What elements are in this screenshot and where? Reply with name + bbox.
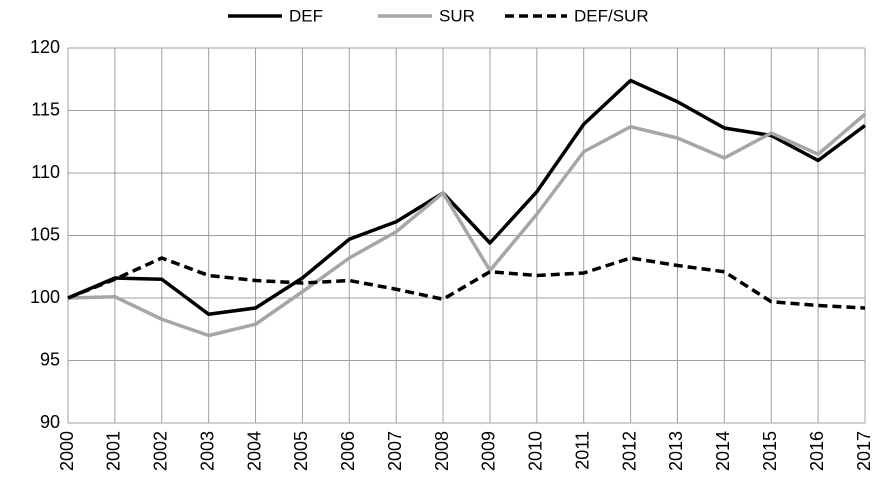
x-tick-label: 2003 [197, 431, 217, 471]
legend-label: SUR [439, 6, 475, 25]
x-tick-label: 2000 [57, 431, 77, 471]
x-tick-label: 2001 [104, 431, 124, 471]
y-tick-label: 115 [31, 99, 60, 119]
x-tick-label: 2016 [807, 431, 827, 471]
x-tick-label: 2013 [666, 431, 686, 471]
x-tick-label: 2006 [338, 431, 358, 471]
y-tick-label: 90 [40, 412, 60, 432]
y-tick-label: 95 [40, 349, 60, 369]
x-tick-label: 2009 [479, 431, 499, 471]
series-line [67, 78, 867, 316]
y-tick-label: 110 [31, 162, 60, 182]
series-line [67, 256, 866, 310]
legend-label: DEF [289, 6, 323, 25]
series-line [67, 112, 867, 338]
x-tick-label: 2010 [526, 431, 546, 471]
y-tick-label: 120 [30, 37, 60, 57]
x-tick-label: 2002 [151, 431, 171, 471]
x-tick-label: 2012 [619, 431, 639, 471]
y-tick-label: 100 [30, 287, 60, 307]
x-tick-label: 2011 [572, 431, 592, 470]
y-tick-label: 105 [30, 224, 60, 244]
x-tick-label: 2004 [244, 431, 264, 471]
x-tick-label: 2007 [385, 431, 405, 471]
legend-label: DEF/SUR [574, 6, 649, 25]
x-tick-label: 2015 [760, 431, 780, 471]
x-tick-label: 2005 [291, 431, 311, 471]
x-tick-label: 2017 [854, 431, 874, 471]
x-tick-label: 2014 [713, 431, 733, 471]
x-tick-label: 2008 [432, 431, 452, 471]
